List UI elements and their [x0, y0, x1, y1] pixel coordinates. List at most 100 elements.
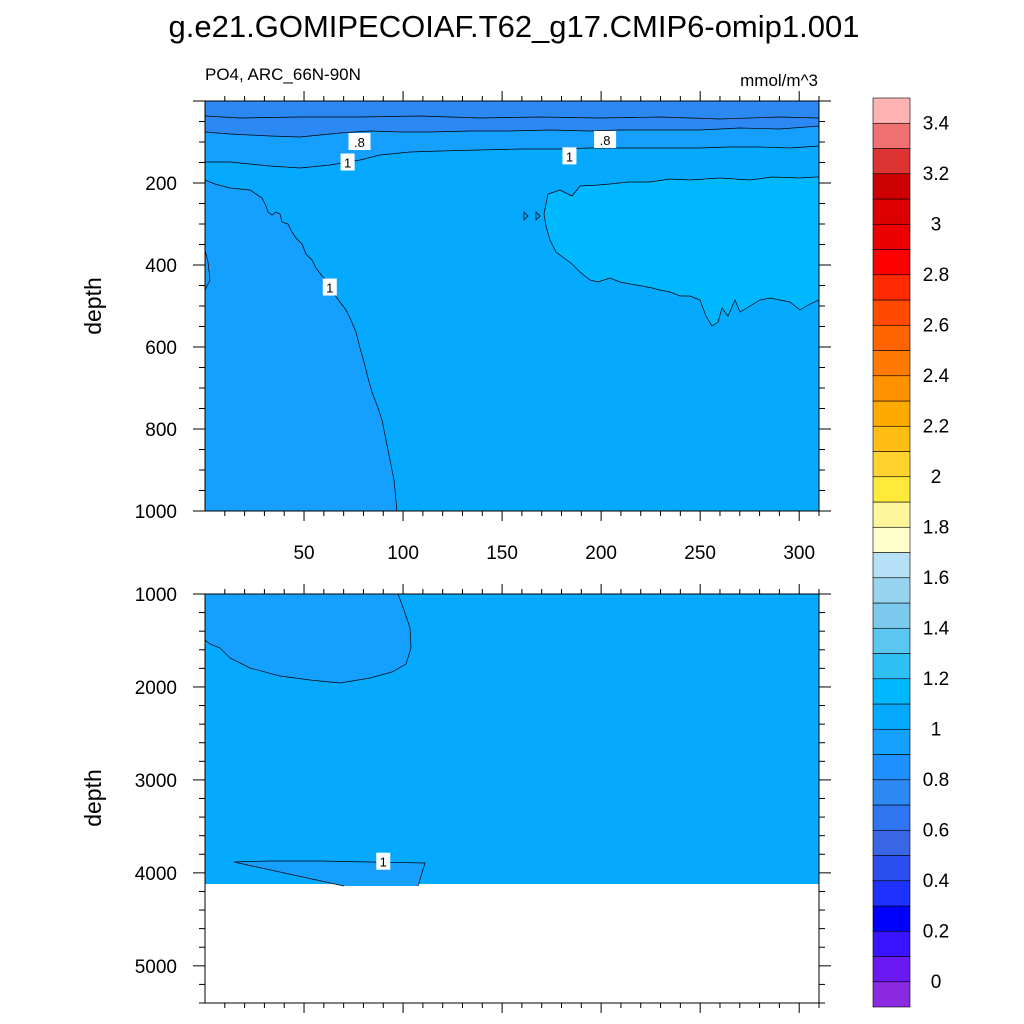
upper-panel: PO4, ARC_66N-90N mmol/m^3 .8.81 11 — [80, 65, 831, 564]
upper-contour-label: 1 — [344, 156, 351, 171]
upper-contour-label: 1 — [326, 281, 333, 296]
upper-y-tick-label: 200 — [145, 174, 177, 195]
upper-y-tick-label: 400 — [145, 256, 177, 277]
colorbar-swatch — [872, 501, 911, 528]
colorbar-swatch — [872, 653, 911, 680]
colorbar-swatch — [872, 198, 911, 225]
colorbar-swatch — [872, 728, 911, 755]
lower-plot-area: 1 — [205, 594, 819, 887]
colorbar-label: 3.2 — [923, 164, 949, 185]
colorbar-label: 0.6 — [923, 820, 949, 841]
lower-y-axis-label: depth — [80, 769, 106, 827]
colorbar-swatch — [872, 223, 911, 250]
colorbar-swatch — [872, 97, 911, 124]
upper-contour-label-bg — [322, 278, 337, 296]
colorbar-label: 2.2 — [923, 416, 949, 437]
upper-band-0.8 — [205, 101, 819, 137]
upper-subtitle-left: PO4, ARC_66N-90N — [205, 65, 361, 84]
colorbar-swatch — [872, 779, 911, 806]
colorbar-swatch — [872, 880, 911, 907]
colorbar-swatch — [872, 804, 911, 831]
colorbar: 0 0.2 0.4 0.6 0.8 1 1.2 1.4 1.6 1.8 2 2.2 2.4 2.6 2.8 3… — [872, 97, 950, 1008]
upper-x-tick-label: 200 — [585, 543, 617, 564]
colorbar-swatch — [872, 173, 911, 200]
colorbar-swatch — [872, 375, 911, 402]
upper-contour-label-bg — [340, 153, 355, 171]
colorbar-label: 0 — [931, 972, 942, 993]
upper-contour-label-bg — [348, 133, 371, 150]
upper-subtitle-right: mmol/m^3 — [740, 71, 818, 90]
lower-y-tick-label: 2000 — [135, 678, 177, 699]
upper-contour-label-bg — [594, 130, 617, 148]
colorbar-swatch — [872, 148, 911, 175]
lower-y-tick-label: 1000 — [135, 585, 177, 606]
upper-y-tick-label: 800 — [145, 420, 177, 441]
upper-band-1.1 — [544, 177, 819, 326]
upper-contour-lines — [205, 115, 819, 511]
colorbar-swatch — [872, 855, 911, 882]
colorbar-swatch — [872, 122, 911, 149]
upper-x-tick-label: 50 — [293, 543, 314, 564]
lower-contour-label: 1 — [380, 855, 387, 870]
colorbar-swatch — [872, 577, 911, 604]
colorbar-swatch — [872, 425, 911, 452]
colorbar-label: 0.4 — [923, 871, 950, 892]
colorbar-label: 2.8 — [923, 265, 949, 286]
upper-x-tick-label: 300 — [783, 543, 815, 564]
lower-contour-lines — [205, 594, 426, 887]
upper-band-0.9-left — [205, 180, 397, 511]
colorbar-swatch — [872, 602, 911, 629]
upper-contour-label: .8 — [600, 133, 611, 148]
upper-plot-area: .8.81 11 — [205, 101, 819, 511]
upper-y-tick-label: 600 — [145, 338, 177, 359]
upper-contour-label: 1 — [566, 149, 573, 164]
colorbar-label: 0.2 — [923, 921, 949, 942]
lower-contour-label-bg — [376, 852, 391, 870]
colorbar-label: 0.8 — [923, 770, 949, 791]
colorbar-swatch — [872, 956, 911, 983]
lower-y-tick-label: 5000 — [135, 957, 177, 978]
colorbar-label: 3.4 — [923, 113, 950, 134]
lower-contour-labels: 1 — [376, 852, 391, 870]
lower-y-tick-label: 4000 — [135, 864, 177, 885]
colorbar-swatch — [872, 930, 911, 957]
colorbar-label: 1.8 — [923, 517, 949, 538]
colorbar-label: 1 — [931, 719, 942, 740]
lower-y-tick-label: 3000 — [135, 771, 177, 792]
colorbar-swatch — [872, 526, 911, 553]
colorbar-swatch — [872, 905, 911, 932]
colorbar-swatch — [872, 754, 911, 781]
upper-contour-label: .8 — [354, 135, 365, 150]
upper-x-tick-label: 150 — [486, 543, 518, 564]
colorbar-swatch — [872, 299, 911, 326]
upper-axes: 50 100 150 200 250 300 200 400 600 800 1000 — [135, 91, 831, 564]
lower-panel: 1 1000 2000 3000 4000 5000 depth — [80, 584, 831, 1013]
colorbar-swatch — [872, 829, 911, 856]
lower-axes: 1000 2000 3000 4000 5000 — [135, 584, 831, 1013]
colorbar-swatch — [872, 703, 911, 730]
colorbar-swatch — [872, 476, 911, 503]
colorbar-label: 1.2 — [923, 669, 949, 690]
colorbar-label: 1.6 — [923, 568, 949, 589]
colorbar-swatch — [872, 451, 911, 478]
lower-band-0.9 — [205, 594, 411, 683]
colorbar-label: 1.4 — [923, 618, 950, 639]
colorbar-swatch — [872, 400, 911, 427]
colorbar-label: 2.6 — [923, 315, 949, 336]
colorbar-label: 2.4 — [923, 366, 950, 387]
colorbar-label: 2 — [931, 467, 942, 488]
colorbar-swatch — [872, 249, 911, 276]
colorbar-label: 3 — [931, 214, 942, 235]
upper-y-axis-label: depth — [80, 277, 106, 335]
colorbar-swatch — [872, 627, 911, 654]
upper-y-tick-label: 1000 — [135, 502, 177, 523]
chart-title: g.e21.GOMIPECOIAF.T62_g17.CMIP6-omip1.00… — [169, 9, 860, 44]
upper-contour-label-bg — [562, 147, 577, 165]
colorbar-swatch — [872, 274, 911, 301]
colorbar-swatch — [872, 981, 911, 1008]
colorbar-swatch — [872, 350, 911, 377]
colorbar-swatch — [872, 324, 911, 351]
upper-x-tick-label: 250 — [684, 543, 716, 564]
colorbar-swatch — [872, 678, 911, 705]
